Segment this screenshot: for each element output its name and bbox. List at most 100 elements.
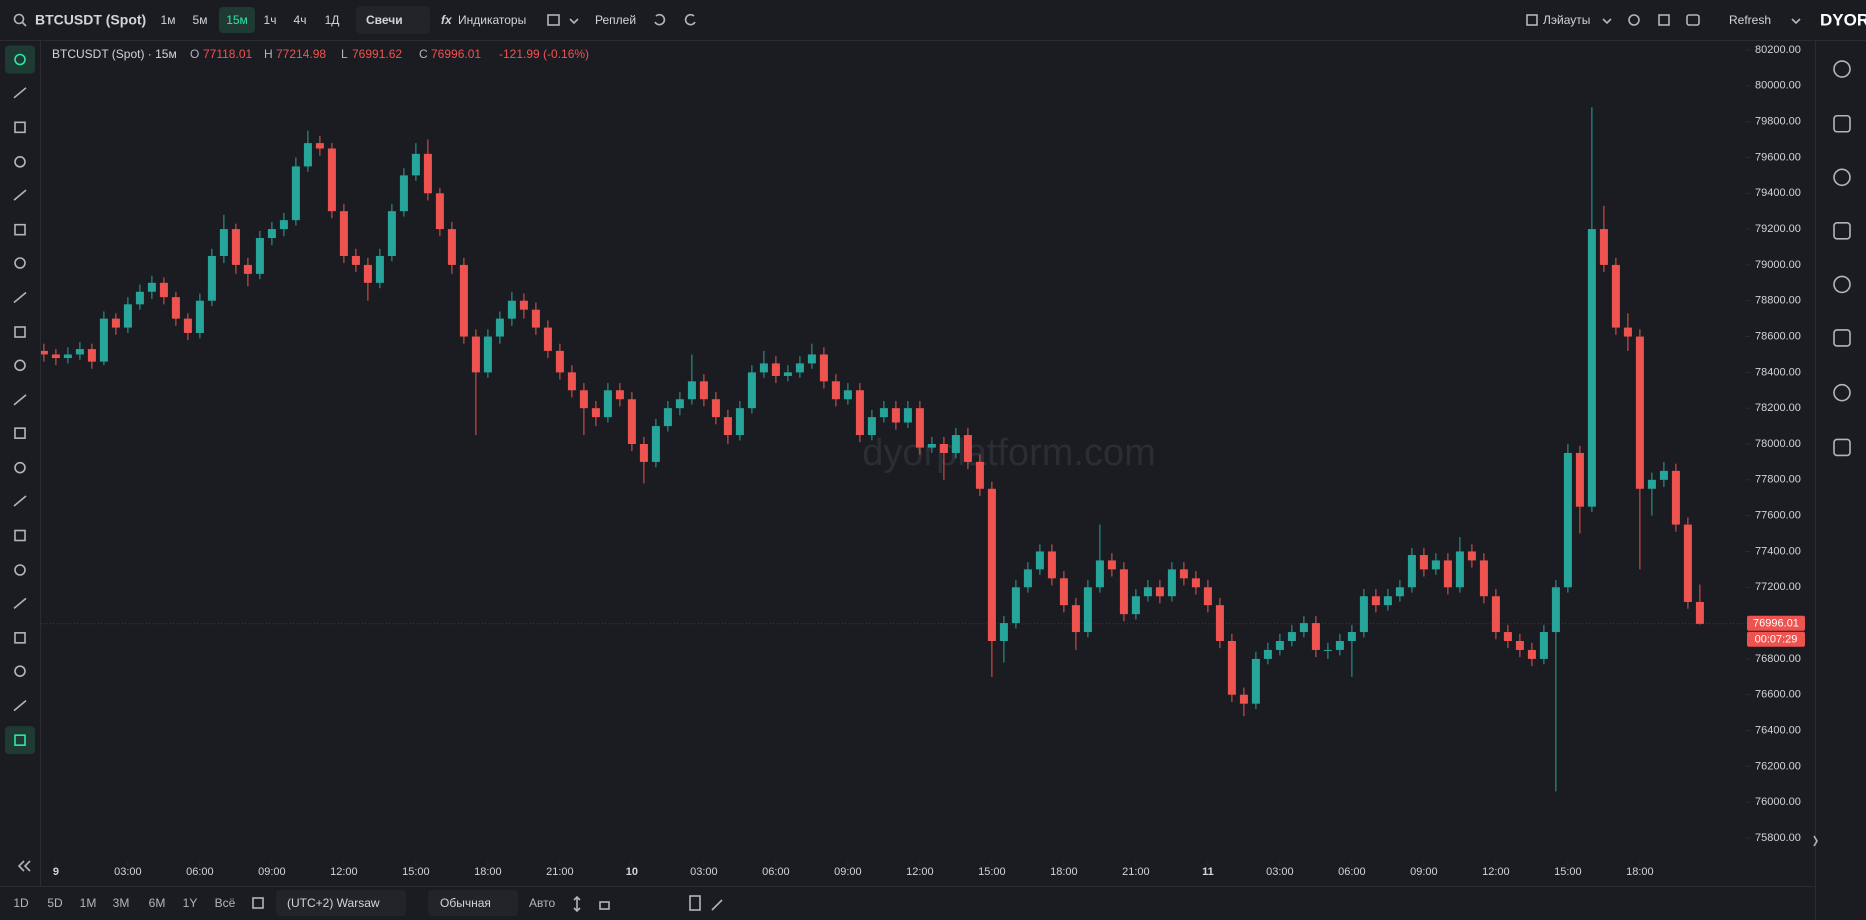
collapse-icon[interactable] bbox=[17, 860, 31, 872]
tool-icon[interactable] bbox=[14, 326, 26, 338]
candle-body bbox=[1551, 587, 1560, 633]
candle-body bbox=[423, 153, 432, 194]
candle-body bbox=[147, 282, 156, 292]
y-tick-label: 76000.00 bbox=[1755, 796, 1801, 808]
tool-icon[interactable] bbox=[13, 291, 27, 304]
timezone-box[interactable] bbox=[276, 890, 406, 916]
timezone[interactable]: (UTC+2) Warsaw bbox=[287, 896, 380, 910]
tool-icon[interactable] bbox=[14, 53, 26, 66]
side-icon[interactable] bbox=[1833, 438, 1851, 457]
side-icon[interactable] bbox=[1833, 114, 1851, 133]
candle-body bbox=[687, 381, 696, 400]
candle-body bbox=[939, 444, 948, 453]
redo-icon[interactable] bbox=[684, 13, 696, 26]
tool-icon[interactable] bbox=[13, 700, 27, 712]
interval[interactable]: 5м bbox=[193, 13, 208, 27]
undo-icon[interactable] bbox=[654, 13, 666, 26]
pencil-icon[interactable] bbox=[711, 899, 723, 911]
interval[interactable]: 1Д bbox=[325, 13, 340, 27]
symbol[interactable]: BTCUSDT (Spot) bbox=[35, 12, 146, 28]
tool-icon[interactable] bbox=[13, 87, 27, 99]
interval[interactable]: 1ч bbox=[264, 13, 277, 27]
layout-icon[interactable] bbox=[547, 14, 560, 26]
camera-icon[interactable] bbox=[1686, 14, 1700, 26]
layouts[interactable]: Лэйауты bbox=[1543, 13, 1590, 27]
scale-mode[interactable]: Обычная bbox=[440, 896, 491, 910]
range[interactable]: Всё bbox=[215, 896, 236, 910]
candle-body bbox=[255, 238, 264, 274]
candle-body bbox=[75, 349, 84, 355]
indicators[interactable]: Индикаторы bbox=[458, 13, 526, 27]
x-tick-label: 18:00 bbox=[1050, 866, 1078, 878]
auto[interactable]: Авто bbox=[529, 896, 555, 910]
tool-icon[interactable] bbox=[14, 257, 26, 269]
candle-body bbox=[1431, 560, 1440, 570]
x-tick-label: 03:00 bbox=[114, 866, 142, 878]
tool-icon[interactable] bbox=[14, 529, 26, 542]
countdown-box bbox=[1747, 631, 1805, 647]
chart-style[interactable]: Свечи bbox=[366, 13, 403, 27]
tool-icon[interactable] bbox=[14, 564, 26, 576]
range[interactable]: 6M bbox=[149, 896, 166, 910]
y-tick-label: 80200.00 bbox=[1755, 44, 1801, 56]
candle-body bbox=[183, 318, 192, 333]
calendar-icon[interactable] bbox=[252, 897, 264, 909]
candle-body bbox=[651, 426, 660, 462]
scale-arrow[interactable] bbox=[1813, 835, 1818, 847]
change: -121.99 (-0.16%) bbox=[499, 47, 589, 61]
tool-icon[interactable] bbox=[14, 156, 26, 168]
tool-icon[interactable] bbox=[13, 495, 27, 507]
candle-body bbox=[1023, 569, 1032, 588]
settings-icon[interactable] bbox=[1628, 14, 1640, 26]
y-tick-label: 79000.00 bbox=[1755, 259, 1801, 271]
y-tick-label: 79200.00 bbox=[1755, 223, 1801, 235]
tool-icon[interactable] bbox=[14, 461, 26, 474]
tool-icon[interactable] bbox=[14, 734, 26, 746]
side-icon[interactable] bbox=[1833, 222, 1851, 240]
tool-icon[interactable] bbox=[13, 394, 27, 406]
range[interactable]: 1Y bbox=[183, 896, 198, 910]
candle-body bbox=[615, 390, 624, 400]
logo[interactable]: DYOR bbox=[1820, 10, 1866, 29]
tool-icon[interactable] bbox=[14, 121, 26, 134]
refresh[interactable]: Refresh bbox=[1729, 13, 1771, 27]
range[interactable]: 5D bbox=[47, 896, 63, 910]
interval[interactable]: 1м bbox=[161, 13, 176, 27]
candle-body bbox=[1071, 605, 1080, 633]
side-icon[interactable] bbox=[1833, 168, 1851, 187]
style-box[interactable] bbox=[356, 6, 430, 34]
fullscreen-icon[interactable] bbox=[1658, 14, 1670, 26]
candle-body bbox=[447, 229, 456, 265]
y-tick-label: 79800.00 bbox=[1755, 116, 1801, 128]
candle-body bbox=[819, 354, 828, 382]
replay[interactable]: Реплей bbox=[595, 13, 636, 27]
candle-body bbox=[339, 211, 348, 256]
candle-body bbox=[771, 363, 780, 376]
tool-icon[interactable] bbox=[13, 189, 27, 201]
candle-body bbox=[975, 461, 984, 489]
tool-icon[interactable] bbox=[13, 597, 27, 609]
candle-body bbox=[1155, 587, 1164, 597]
scale-box[interactable] bbox=[428, 890, 518, 916]
tool-icon[interactable] bbox=[14, 359, 26, 372]
x-tick-label: 9 bbox=[53, 866, 59, 878]
side-icon[interactable] bbox=[1833, 383, 1851, 402]
range[interactable]: 1M bbox=[80, 896, 97, 910]
tool-icon[interactable] bbox=[14, 632, 26, 644]
lock-icon[interactable] bbox=[599, 901, 610, 910]
tool-icon[interactable] bbox=[14, 427, 26, 439]
range[interactable]: 3M bbox=[113, 896, 130, 910]
interval[interactable]: 4ч bbox=[294, 13, 307, 27]
search-icon[interactable] bbox=[13, 13, 25, 25]
tool-icon[interactable] bbox=[14, 665, 26, 677]
side-icon[interactable] bbox=[1833, 275, 1851, 294]
candle-body bbox=[375, 255, 384, 283]
side-icon[interactable] bbox=[1833, 60, 1851, 78]
candle-body bbox=[87, 349, 96, 362]
side-icon[interactable] bbox=[1833, 329, 1851, 347]
tool-icon[interactable] bbox=[14, 223, 26, 236]
interval[interactable]: 15м bbox=[226, 13, 248, 27]
range[interactable]: 1D bbox=[13, 896, 29, 910]
x-tick-label: 15:00 bbox=[402, 866, 430, 878]
candle-body bbox=[1299, 623, 1308, 633]
